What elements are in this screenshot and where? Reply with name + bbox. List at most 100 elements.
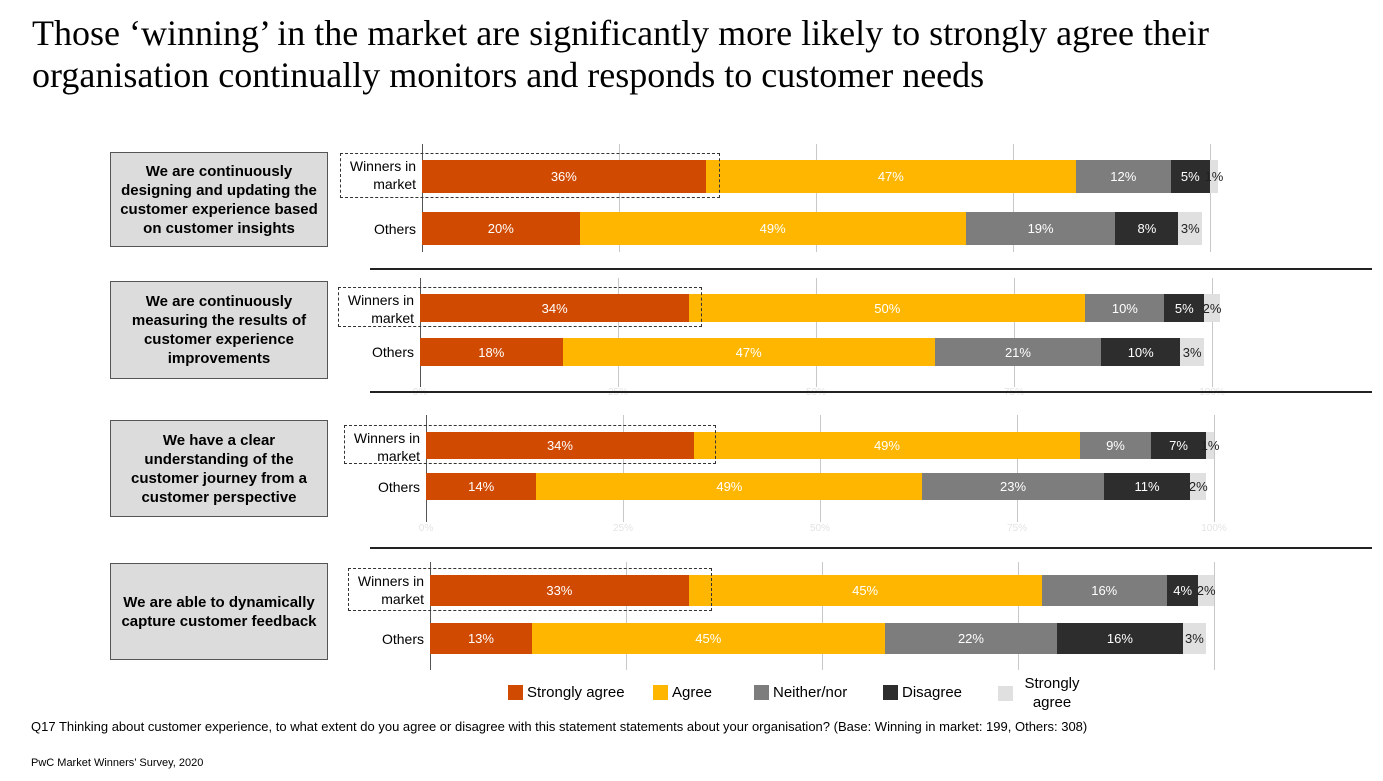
gridline	[1013, 144, 1014, 252]
data-label: 49%	[873, 438, 900, 453]
panel-separator	[370, 268, 1372, 270]
data-label: 9%	[1106, 438, 1125, 453]
gridline	[1017, 415, 1018, 522]
y-axis-line	[422, 144, 423, 252]
row-label-winners: Winners in market	[347, 292, 414, 326]
y-axis-line	[430, 562, 431, 670]
statement-box: We are continuously measuring the result…	[110, 281, 328, 379]
data-label: 3%	[1184, 631, 1204, 646]
bar-segment: 47%	[705, 160, 1077, 193]
data-label: 2%	[1196, 583, 1216, 598]
gridline	[619, 144, 620, 252]
gridline	[623, 415, 624, 522]
title-line-1: Those ‘winning’ in the market are signif…	[32, 13, 1209, 53]
gridline	[1014, 278, 1015, 387]
bar-segment: 7%	[1150, 432, 1207, 459]
data-label: 5%	[1174, 300, 1194, 316]
statement-box: We have a clear understanding of the cus…	[110, 420, 328, 517]
bar-segment: 10%	[1085, 294, 1165, 322]
x-tick-label: 100%	[1201, 523, 1227, 534]
x-tick-label: 50%	[805, 387, 827, 398]
legend-swatch	[508, 685, 523, 700]
data-label: 21%	[1004, 344, 1031, 360]
data-label: 7%	[1169, 438, 1188, 453]
bar-segment: 23%	[922, 473, 1104, 500]
gridline	[1212, 278, 1213, 387]
bar-segment: 34%	[426, 432, 694, 459]
row-label-winners: Winners in market	[349, 158, 416, 192]
legend-label: Agree	[672, 684, 713, 701]
title-line-2: organisation continually monitors and re…	[32, 55, 985, 95]
bar-segment: 14%	[426, 473, 537, 500]
bar-segment: 45%	[531, 623, 885, 654]
legend-label: Strongly agree	[1024, 675, 1080, 711]
data-label: 12%	[1110, 169, 1137, 184]
bar-segment: 49%	[579, 212, 966, 245]
legend-swatch	[998, 685, 1013, 701]
winners-highlight-box	[348, 568, 712, 611]
data-label: 33%	[546, 583, 573, 598]
bar-segment: 3%	[1180, 338, 1205, 366]
gridline	[1214, 415, 1215, 522]
bar-segment: 3%	[1182, 623, 1207, 654]
bar-segment: 45%	[688, 575, 1042, 606]
data-label: 16%	[1091, 583, 1118, 598]
data-label: 16%	[1106, 631, 1133, 646]
legend-label: Neither/nor	[773, 684, 848, 701]
legend-label: Disagree	[902, 684, 963, 701]
bar-segment: 16%	[1057, 623, 1183, 654]
data-label: 5%	[1180, 169, 1200, 184]
data-label: 49%	[716, 479, 743, 494]
x-tick-label: 0%	[412, 387, 428, 398]
data-label: 23%	[1000, 479, 1027, 494]
legend-swatch	[883, 685, 898, 700]
bar-segment: 1%	[1201, 432, 1219, 459]
gridline	[1214, 562, 1215, 670]
data-label: 8%	[1137, 221, 1157, 236]
data-label: 13%	[467, 631, 494, 646]
bar-segment: 18%	[420, 338, 563, 366]
row-label-winners: Winners in market	[357, 573, 424, 607]
bar-segment: 47%	[562, 338, 935, 366]
footnote: Q17 Thinking about customer experience, …	[31, 719, 1088, 734]
row-label-others: Others	[381, 630, 424, 647]
bar-segment: 10%	[1101, 338, 1181, 366]
data-label: 47%	[877, 169, 904, 184]
bar-segment: 8%	[1115, 212, 1179, 245]
bar-segment: 20%	[422, 212, 580, 245]
data-label: 45%	[852, 583, 879, 598]
data-label: 2%	[1188, 479, 1208, 494]
bar-segment: 50%	[689, 294, 1086, 322]
data-label: 19%	[1027, 221, 1054, 236]
row-label-winners: Winners in market	[353, 430, 420, 464]
gridline	[816, 144, 817, 252]
statement-box: We are continuously designing and updati…	[110, 152, 328, 247]
bar-segment: 49%	[536, 473, 923, 500]
data-label: 1%	[1200, 438, 1220, 453]
bar-segment: 22%	[884, 623, 1058, 654]
data-label: 45%	[695, 631, 722, 646]
legend-item: Strongly agree	[998, 674, 1087, 712]
bar-segment: 5%	[1170, 160, 1210, 193]
data-label: 10%	[1127, 344, 1154, 360]
gridline	[1210, 144, 1211, 252]
bar-segment: 16%	[1041, 575, 1167, 606]
data-label: 2%	[1202, 300, 1222, 316]
bar-segment: 49%	[693, 432, 1081, 459]
winners-highlight-box	[338, 287, 702, 327]
data-label: 50%	[874, 300, 901, 316]
bar-segment: 36%	[422, 160, 706, 193]
bar-segment: 3%	[1178, 212, 1203, 245]
bar-segment: 4%	[1166, 575, 1199, 606]
panel-separator	[370, 391, 1372, 393]
x-tick-label: 100%	[1199, 387, 1225, 398]
bar-segment: 2%	[1188, 473, 1208, 500]
data-label: 18%	[478, 344, 505, 360]
data-label: 20%	[487, 221, 514, 236]
data-label: 49%	[759, 221, 786, 236]
data-label: 22%	[957, 631, 984, 646]
x-tick-label: 50%	[809, 523, 831, 534]
bar-segment: 34%	[420, 294, 690, 322]
data-label: 34%	[546, 438, 573, 453]
page-title: Those ‘winning’ in the market are signif…	[32, 12, 1372, 96]
